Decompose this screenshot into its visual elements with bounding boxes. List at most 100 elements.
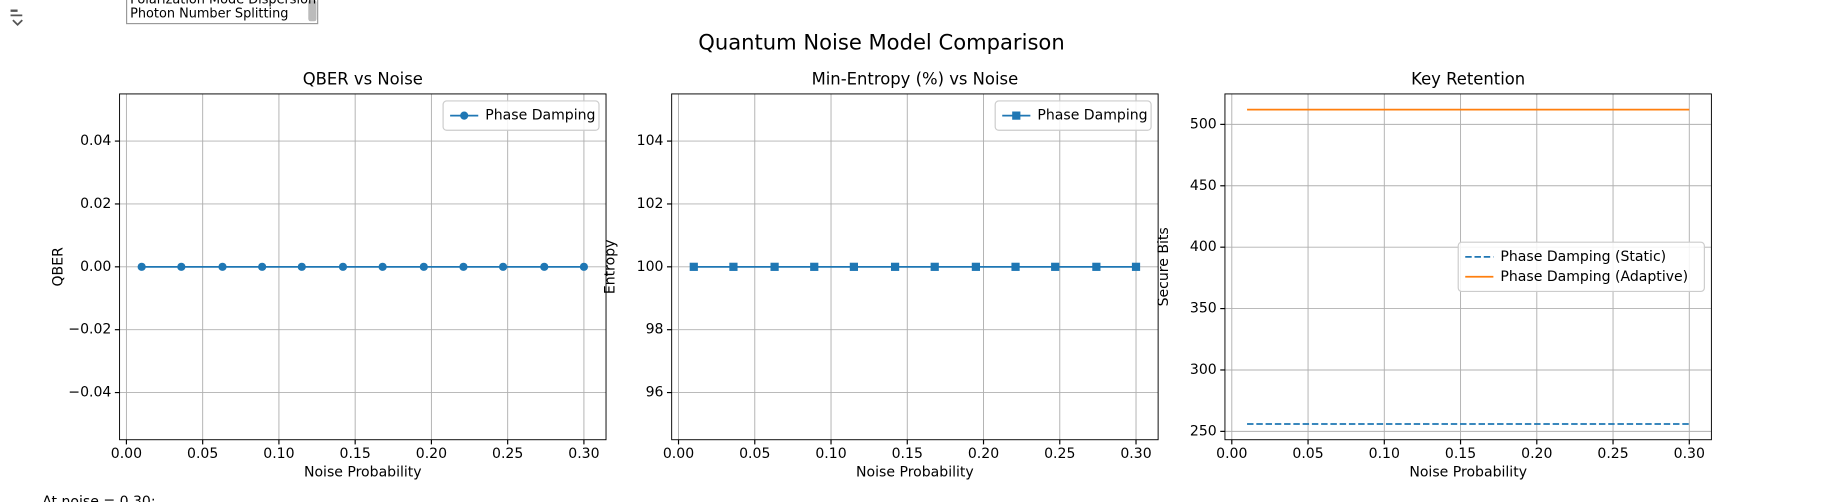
x-tick-label: 0.00 [111, 446, 142, 462]
subplot: 0.00 0.05 0.10 0.15 0.20 0.25 0.30 96 98 100 102 10… [603, 69, 1159, 481]
point [579, 262, 589, 271]
legend-box [994, 100, 1152, 131]
legend: Phase Damping [994, 100, 1152, 131]
axes-frame [119, 93, 607, 441]
point [729, 262, 738, 271]
x-tick-label: 0.30 [568, 446, 599, 462]
icon-part [10, 9, 18, 12]
legend-label: Phase Damping [485, 108, 595, 124]
axes-title: QBER vs Noise [303, 69, 423, 88]
x-tick-label: 0.05 [739, 446, 770, 462]
x-axis-label: Noise Probability [304, 465, 422, 481]
y-axis-label: Entropy [603, 240, 619, 295]
x-tick-label: 0.25 [1044, 446, 1075, 462]
point [930, 262, 939, 271]
point [258, 262, 267, 271]
legend-label: Phase Damping [1037, 108, 1147, 124]
point [890, 262, 900, 271]
legend-box [442, 100, 600, 131]
legend-label: Phase Damping (Adaptive) [1500, 269, 1688, 285]
y-tick-label: 350 [1190, 301, 1217, 317]
x-axis-label: Noise Probability [1409, 465, 1527, 481]
legend: Phase Damping [442, 100, 600, 131]
x-tick-label: 0.20 [416, 446, 447, 462]
point [297, 262, 306, 271]
x-tick-label: 0.15 [892, 446, 923, 462]
x-tick-label: 0.05 [1292, 446, 1323, 462]
y-axis-label: Secure Bits [1156, 227, 1172, 306]
point [1051, 262, 1060, 271]
y-tick-label: 0.02 [80, 196, 111, 212]
point [419, 262, 428, 271]
y-tick-label: 102 [637, 196, 664, 212]
select-option[interactable]: Polarization Mode Dispersion [130, 0, 316, 8]
point [338, 262, 348, 271]
y-tick-label: 100 [637, 259, 664, 275]
x-tick-label: 0.10 [263, 446, 294, 462]
point [689, 262, 698, 271]
y-tick-label: 500 [1190, 116, 1217, 132]
axes-frame [671, 93, 1159, 441]
legend-marker [460, 111, 469, 120]
point [1131, 262, 1141, 271]
y-tick-label: −0.04 [68, 385, 111, 401]
y-tick-label: 0.00 [80, 259, 111, 275]
point [810, 262, 819, 271]
y-tick-label: 250 [1190, 423, 1217, 439]
legend-marker [1012, 111, 1021, 120]
point [971, 262, 980, 271]
y-tick-label: 96 [646, 385, 664, 401]
x-tick-label: 0.30 [1120, 446, 1151, 462]
y-tick-label: 104 [637, 133, 664, 149]
point [218, 262, 227, 271]
subplot: 0.00 0.05 0.10 0.15 0.20 0.25 0.30 250 300 350 400… [1156, 69, 1712, 481]
point [177, 262, 186, 271]
point [137, 262, 146, 271]
point [1011, 262, 1020, 271]
y-tick-label: 98 [646, 322, 664, 338]
x-tick-label: 0.30 [1674, 446, 1705, 462]
x-tick-label: 0.15 [340, 446, 371, 462]
point [770, 262, 779, 271]
select-border [126, 0, 319, 25]
icon-part [10, 14, 23, 27]
y-tick-label: 400 [1190, 239, 1217, 255]
x-tick-label: 0.15 [1445, 446, 1476, 462]
point [849, 262, 859, 271]
y-tick-label: −0.02 [68, 322, 111, 338]
y-tick-label: 450 [1190, 178, 1217, 194]
legend: Phase Damping (Static) Phase Damping (Ada… [1457, 241, 1705, 293]
axes-title: Key Retention [1411, 69, 1525, 88]
point [378, 262, 387, 271]
point [498, 262, 508, 271]
subplot: 0.00 0.05 0.10 0.15 0.20 0.25 0.30 −0.04 −0.02 0.… [51, 69, 607, 481]
x-axis-label: Noise Probability [856, 465, 974, 481]
axes-title: Min-Entropy (%) vs Noise [812, 69, 1019, 88]
x-tick-label: 0.20 [1521, 446, 1552, 462]
y-tick-label: 0.04 [80, 133, 111, 149]
point [459, 262, 468, 271]
y-tick-label: 300 [1190, 362, 1217, 378]
scrollbar [308, 0, 317, 22]
x-tick-label: 0.20 [968, 446, 999, 462]
output-text: At noise = 0.30: [42, 494, 155, 502]
legend-label: Phase Damping (Static) [1500, 249, 1666, 265]
x-tick-label: 0.10 [815, 446, 846, 462]
point [1092, 262, 1101, 271]
y-axis-label: QBER [51, 247, 67, 287]
collapse-icon[interactable] [10, 9, 23, 27]
x-tick-label: 0.10 [1369, 446, 1400, 462]
axes-frame [1224, 93, 1712, 441]
select-box[interactable]: Polarization Mode Dispersion Photon Numb… [126, 0, 319, 25]
x-tick-label: 0.25 [1597, 446, 1628, 462]
legend-box [1457, 241, 1705, 293]
x-tick-label: 0.05 [187, 446, 218, 462]
figure-title: Quantum Noise Model Comparison [698, 30, 1064, 55]
x-tick-label: 0.00 [1216, 446, 1247, 462]
x-tick-label: 0.00 [663, 446, 694, 462]
select-option[interactable]: Photon Number Splitting [130, 7, 288, 22]
point [540, 262, 549, 271]
x-tick-label: 0.25 [492, 446, 523, 462]
